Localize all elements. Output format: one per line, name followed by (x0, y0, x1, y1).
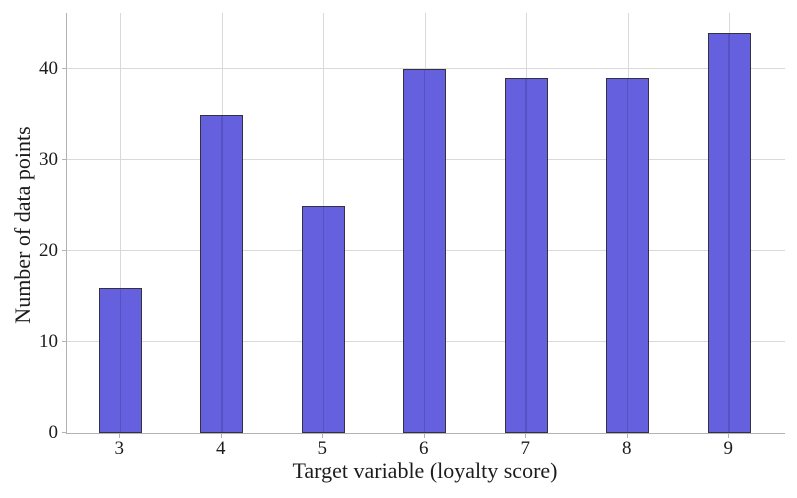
x-axis-title: Target variable (loyalty score) (292, 458, 558, 483)
x-tick-label-3: 3 (114, 438, 125, 459)
y-tick-mark-30 (61, 159, 66, 161)
bar-4 (200, 114, 244, 433)
bar-6 (403, 69, 447, 433)
bar-centerline (221, 115, 223, 432)
y-tick-mark-40 (61, 68, 66, 70)
x-tick-mark-4 (220, 434, 222, 439)
bar-centerline (626, 79, 629, 432)
x-tick-mark-7 (525, 434, 527, 439)
x-tick-label-7: 7 (520, 438, 530, 459)
bar-centerline (322, 206, 325, 432)
x-tick-mark-9 (728, 434, 730, 439)
x-tick-mark-8 (626, 434, 628, 439)
y-tick-label-10: 10 (39, 331, 58, 353)
bar-centerline (728, 34, 730, 432)
x-tick-mark-3 (119, 434, 121, 439)
x-tick-labels: 3 4 5 6 7 8 9 (66, 0, 785, 498)
bar-7 (504, 78, 548, 433)
bar-5 (301, 205, 345, 433)
x-tick-label-8: 8 (621, 438, 632, 459)
v-gridline-3 (120, 13, 122, 433)
x-tick-mark-6 (423, 434, 425, 439)
y-tick-mark-20 (61, 250, 66, 252)
y-tick-mark-0 (61, 431, 66, 433)
y-tick-mark-10 (61, 340, 66, 343)
x-tick-mark-5 (322, 434, 324, 439)
bar-centerline (119, 288, 122, 432)
plot-area (65, 13, 785, 434)
bar-3 (98, 287, 142, 433)
y-tick-label-20: 20 (39, 240, 58, 262)
bar-centerline (525, 79, 527, 432)
x-tick-label-5: 5 (317, 438, 328, 459)
y-axis-title: Number of data points (10, 126, 35, 324)
h-gridline-40 (66, 68, 785, 70)
y-tick-label-40: 40 (39, 58, 58, 80)
x-tick-label-9: 9 (723, 438, 733, 459)
x-tick-label-4: 4 (216, 438, 226, 459)
y-tick-label-0: 0 (48, 422, 59, 443)
y-tick-labels: 0 10 20 30 40 (0, 13, 797, 442)
x-tick-label-6: 6 (418, 438, 429, 459)
bar-8 (606, 78, 650, 433)
bar-9 (707, 33, 751, 433)
y-tick-label-30: 30 (39, 149, 58, 171)
bar-centerline (423, 70, 426, 432)
